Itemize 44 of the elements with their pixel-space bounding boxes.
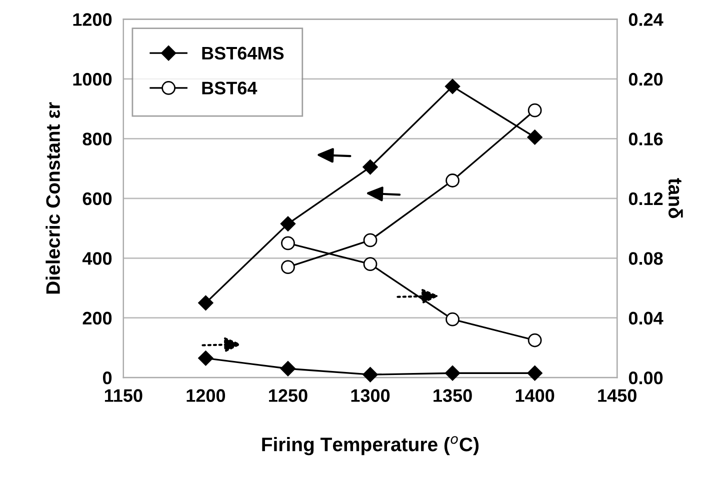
y2-tick-label: 0.04: [628, 312, 664, 325]
x-tick-label: 1350: [434, 389, 472, 402]
y-tick-label: 800: [82, 132, 112, 146]
point: [198, 350, 214, 366]
point: [363, 233, 378, 248]
legend-label: BST64: [202, 82, 258, 94]
x-tick-label: 1150: [104, 389, 142, 402]
y-tick-label: 0: [102, 372, 112, 384]
point: [362, 159, 378, 175]
point: [363, 257, 378, 272]
point: [198, 295, 214, 310]
point: [281, 260, 295, 274]
y-tick-label: 1000: [73, 72, 112, 86]
y2-tick-label: 0.12: [628, 192, 663, 206]
point: [280, 216, 296, 232]
point: [446, 312, 460, 326]
y-tick-label: 600: [82, 192, 112, 206]
x-tick-label: 1200: [186, 389, 226, 402]
y2-tick-label: 0.24: [628, 13, 664, 26]
point: [362, 367, 378, 382]
point: [446, 174, 460, 188]
x-tick-label: 1400: [516, 389, 554, 402]
y2-tick-label: 0.00: [628, 372, 663, 384]
point: [444, 366, 460, 381]
point: [281, 236, 295, 250]
point: [280, 361, 296, 376]
y-tick-label: 200: [82, 312, 112, 325]
y-axis-title: Dielecric Constant εr: [46, 102, 60, 294]
y-tick-label: 400: [82, 252, 112, 265]
y2-tick-label: 0.08: [628, 252, 663, 265]
x-tick-label: 1250: [269, 389, 308, 402]
x-tick-label: 1300: [351, 389, 390, 402]
point: [527, 366, 542, 381]
y-tick-label: 1200: [73, 13, 112, 26]
legend-label: BST64MS: [202, 46, 284, 60]
point: [528, 103, 542, 118]
x-axis-title: Firing Temperature ($^{o}$C): [262, 436, 479, 456]
y2-tick-label: 0.20: [628, 72, 663, 86]
point: [444, 78, 460, 94]
y2-axis-title: tanδ: [668, 178, 683, 218]
point: [528, 333, 542, 348]
x-tick-label: 1450: [598, 389, 636, 402]
y2-tick-label: 0.16: [628, 132, 663, 146]
point: [527, 130, 542, 145]
